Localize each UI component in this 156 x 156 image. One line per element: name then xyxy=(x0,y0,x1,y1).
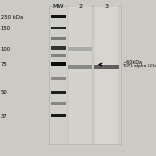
Bar xyxy=(68,65,92,69)
Text: MW: MW xyxy=(52,4,63,9)
Text: 250 kDa: 250 kDa xyxy=(1,15,23,20)
Bar xyxy=(51,77,66,80)
Text: 50: 50 xyxy=(1,90,7,95)
Text: 100: 100 xyxy=(1,47,11,52)
Bar xyxy=(49,6,121,144)
Bar xyxy=(51,46,66,50)
Bar xyxy=(51,114,66,117)
Bar xyxy=(51,27,66,29)
Bar xyxy=(68,6,92,144)
Bar xyxy=(51,62,66,66)
Text: 2: 2 xyxy=(78,4,82,9)
Bar xyxy=(94,6,119,144)
Text: 3: 3 xyxy=(105,4,109,9)
Bar xyxy=(94,65,119,69)
Bar xyxy=(68,47,92,51)
Bar xyxy=(51,91,66,94)
Bar xyxy=(51,54,66,57)
Text: 37: 37 xyxy=(1,114,7,119)
Bar xyxy=(51,102,66,105)
Text: TCP1 alpha (23c): TCP1 alpha (23c) xyxy=(122,64,156,68)
Text: 150: 150 xyxy=(1,26,11,31)
Text: 75: 75 xyxy=(1,62,7,67)
Bar xyxy=(51,15,66,18)
Text: ~60kDa: ~60kDa xyxy=(122,60,142,65)
Bar xyxy=(51,37,66,40)
